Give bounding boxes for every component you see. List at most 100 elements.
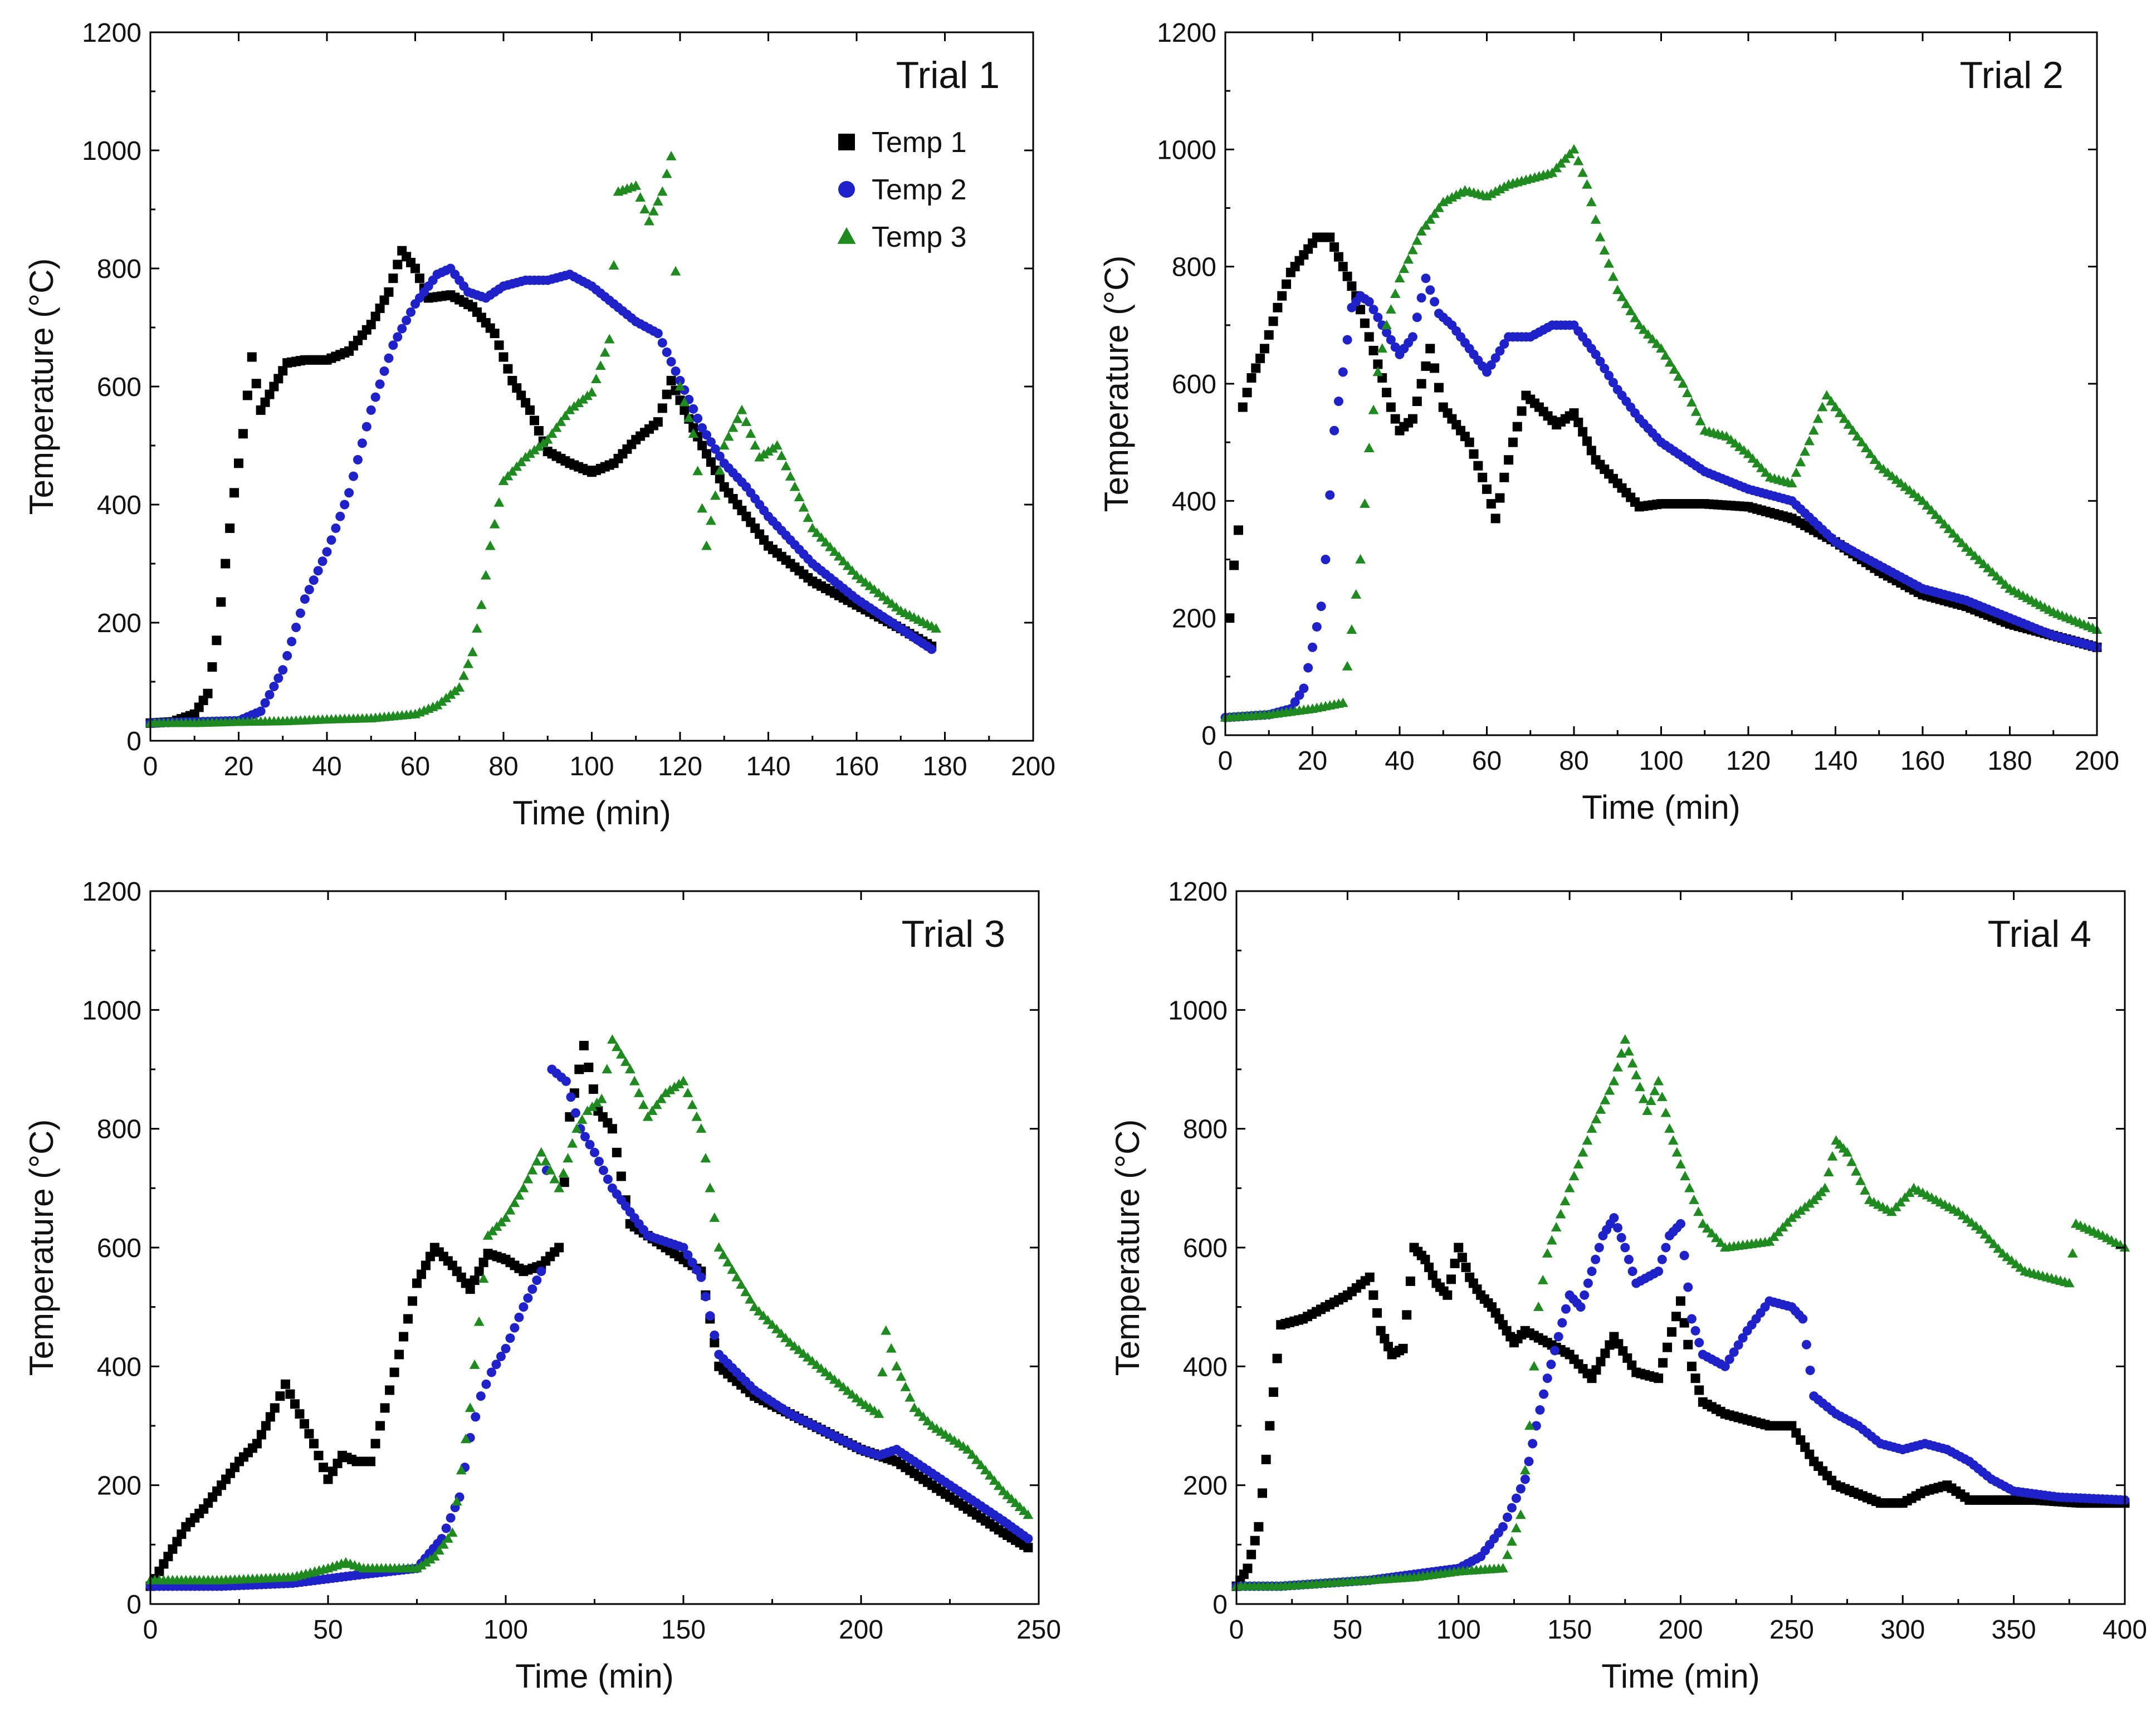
data-point-temp-1 bbox=[1796, 1435, 1806, 1445]
data-point-temp-1 bbox=[1600, 1348, 1610, 1358]
data-point-temp-3 bbox=[670, 266, 681, 276]
data-point-temp-3 bbox=[661, 168, 672, 178]
data-point-temp-3 bbox=[1368, 404, 1379, 414]
data-point-temp-3 bbox=[516, 456, 527, 466]
data-point-temp-3 bbox=[1635, 1082, 1645, 1092]
data-point-temp-3 bbox=[1498, 1563, 1508, 1573]
data-point-temp-3 bbox=[776, 1328, 786, 1338]
series-group bbox=[145, 1034, 1034, 1591]
data-point-temp-3 bbox=[1846, 1156, 1857, 1166]
data-point-temp-1 bbox=[260, 397, 270, 407]
data-point-temp-2 bbox=[1421, 273, 1431, 283]
data-point-temp-2 bbox=[260, 698, 270, 708]
data-point-temp-3 bbox=[984, 1470, 995, 1480]
data-point-temp-1 bbox=[366, 320, 376, 330]
y-tick-label: 400 bbox=[97, 491, 141, 520]
data-point-temp-3 bbox=[664, 1084, 676, 1094]
data-point-temp-2 bbox=[514, 1312, 524, 1322]
data-point-temp-3 bbox=[447, 1527, 458, 1537]
data-point-temp-3 bbox=[1939, 519, 1950, 529]
data-point-temp-1 bbox=[679, 405, 690, 415]
data-point-temp-2 bbox=[397, 324, 407, 334]
data-point-temp-3 bbox=[554, 1182, 565, 1192]
data-point-temp-3 bbox=[1660, 350, 1671, 360]
data-point-temp-2 bbox=[1600, 364, 1610, 374]
data-point-temp-3 bbox=[2064, 1278, 2075, 1288]
data-point-temp-1 bbox=[1250, 1536, 1260, 1546]
data-point-temp-2 bbox=[340, 500, 350, 510]
data-point-temp-2 bbox=[585, 1140, 595, 1150]
data-point-temp-3 bbox=[1577, 167, 1588, 177]
data-point-temp-3 bbox=[1507, 1536, 1517, 1546]
data-point-temp-2 bbox=[688, 404, 698, 414]
data-point-temp-3 bbox=[1381, 320, 1392, 330]
data-point-temp-3 bbox=[1684, 1182, 1695, 1192]
data-point-temp-2 bbox=[273, 673, 283, 683]
data-point-temp-3 bbox=[1865, 448, 1876, 458]
data-point-temp-3 bbox=[1651, 338, 1663, 348]
data-point-temp-2 bbox=[1720, 1361, 1730, 1371]
data-point-temp-3 bbox=[1559, 1196, 1571, 1206]
data-point-temp-3 bbox=[731, 1272, 742, 1282]
data-point-temp-2 bbox=[366, 405, 376, 415]
data-point-temp-3 bbox=[1573, 155, 1584, 165]
data-point-temp-1 bbox=[333, 1459, 343, 1469]
data-point-temp-1 bbox=[465, 1284, 475, 1294]
data-point-temp-3 bbox=[678, 1075, 689, 1086]
data-point-temp-3 bbox=[1591, 1113, 1602, 1123]
data-point-temp-3 bbox=[1627, 1058, 1638, 1068]
data-point-temp-1 bbox=[1342, 271, 1352, 281]
data-point-temp-2 bbox=[1382, 327, 1392, 338]
data-point-temp-2 bbox=[384, 353, 394, 363]
data-point-temp-3 bbox=[1782, 1217, 1793, 1227]
data-point-temp-2 bbox=[1333, 397, 1343, 407]
data-point-temp-1 bbox=[265, 389, 275, 399]
data-point-temp-3 bbox=[2067, 1248, 2078, 1258]
data-point-temp-3 bbox=[416, 1559, 427, 1569]
x-axis-title: Time (min) bbox=[1582, 789, 1740, 826]
data-point-temp-3 bbox=[657, 186, 668, 196]
data-point-temp-3 bbox=[1988, 1238, 1999, 1248]
data-point-temp-2 bbox=[1591, 1254, 1601, 1264]
data-point-temp-3 bbox=[913, 1407, 925, 1417]
data-point-temp-3 bbox=[1777, 1222, 1788, 1232]
data-point-temp-2 bbox=[1490, 353, 1500, 363]
data-point-temp-1 bbox=[154, 1566, 164, 1576]
data-point-temp-1 bbox=[612, 1147, 622, 1157]
data-point-temp-3 bbox=[1669, 364, 1680, 374]
data-point-temp-2 bbox=[282, 651, 292, 661]
x-tick-label: 160 bbox=[834, 752, 879, 781]
y-tick-label: 400 bbox=[1183, 1352, 1228, 1382]
data-point-temp-3 bbox=[1768, 1231, 1779, 1241]
data-point-temp-2 bbox=[331, 523, 341, 533]
data-point-temp-3 bbox=[558, 1167, 569, 1177]
data-point-temp-3 bbox=[980, 1465, 991, 1475]
data-point-temp-3 bbox=[1943, 524, 1954, 534]
data-point-temp-3 bbox=[1773, 1226, 1784, 1236]
x-tick-label: 120 bbox=[1726, 746, 1771, 776]
data-point-temp-3 bbox=[438, 1539, 449, 1549]
data-point-temp-3 bbox=[546, 428, 558, 438]
data-point-temp-1 bbox=[1229, 560, 1239, 570]
x-tick-label: 300 bbox=[1880, 1615, 1925, 1645]
data-point-temp-3 bbox=[1524, 1420, 1535, 1430]
data-point-temp-1 bbox=[1368, 1290, 1378, 1300]
y-tick-label: 1200 bbox=[82, 877, 141, 907]
y-tick-label: 200 bbox=[1183, 1471, 1228, 1501]
data-point-temp-3 bbox=[1860, 1185, 1870, 1195]
data-point-temp-2 bbox=[501, 1343, 511, 1353]
data-point-temp-1 bbox=[1450, 1258, 1460, 1268]
data-point-temp-3 bbox=[1537, 1274, 1548, 1284]
data-point-temp-3 bbox=[1586, 1123, 1597, 1133]
data-point-temp-3 bbox=[687, 1099, 698, 1109]
data-point-temp-2 bbox=[598, 1165, 608, 1175]
data-point-temp-2 bbox=[1407, 332, 1417, 342]
y-tick-label: 1200 bbox=[82, 18, 141, 48]
data-point-temp-1 bbox=[1282, 279, 1292, 289]
data-point-temp-1 bbox=[168, 1544, 178, 1554]
data-point-temp-2 bbox=[393, 332, 403, 342]
data-point-temp-2 bbox=[370, 392, 380, 402]
x-tick-label: 100 bbox=[483, 1615, 528, 1645]
data-point-temp-2 bbox=[1608, 378, 1618, 388]
data-point-temp-3 bbox=[891, 1361, 902, 1371]
